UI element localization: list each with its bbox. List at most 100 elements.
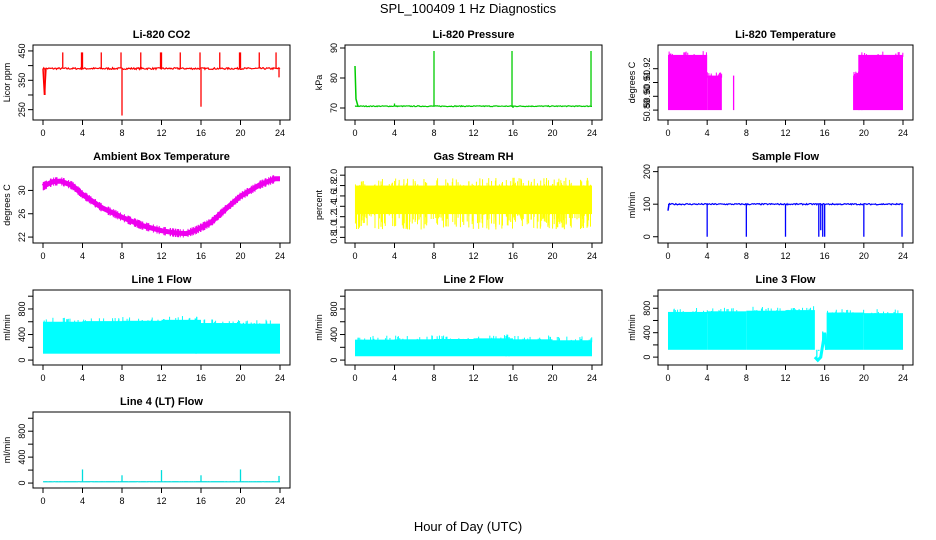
figure-xlabel: Hour of Day (UTC) <box>414 519 522 534</box>
y-tick-label: 400 <box>329 327 339 342</box>
panel-pressure: Li-820 Pressure kPa 0 4 8 12 16 20 24 70 80 90 <box>314 29 603 138</box>
series-ambient_box <box>41 175 280 238</box>
y-tick-label: 50.92 <box>642 57 652 80</box>
y-tick-label: 400 <box>17 327 27 342</box>
data-initial <box>667 204 670 211</box>
y-axis-title: percent <box>314 189 324 220</box>
x-tick-label: 24 <box>275 128 285 138</box>
y-tick-label: 1.0 <box>329 221 339 234</box>
x-tick-label: 0 <box>352 251 357 261</box>
series-co2 <box>42 52 281 116</box>
y-tick-label: 400 <box>17 450 27 465</box>
y-tick-label: 0 <box>329 358 339 363</box>
x-tick-label: 8 <box>744 128 749 138</box>
y-tick-label: 450 <box>17 43 27 58</box>
series-line1_flow <box>43 316 280 354</box>
x-tick-label: 20 <box>859 128 869 138</box>
x-tick-label: 12 <box>156 251 166 261</box>
series-sample_flow <box>667 202 904 237</box>
data-line <box>354 104 593 108</box>
x-tick-label: 12 <box>780 251 790 261</box>
series-gas_rh <box>354 177 592 230</box>
data-initial <box>354 65 359 107</box>
series-line2_flow <box>355 334 593 357</box>
panel-title: Line 2 Flow <box>444 274 504 286</box>
y-tick-label: 0 <box>17 481 27 486</box>
x-tick-label: 24 <box>898 373 908 383</box>
x-tick-label: 0 <box>40 251 45 261</box>
panel-title: Gas Stream RH <box>433 151 513 163</box>
panel-co2: Li-820 CO2 Licor ppm 0 4 8 12 16 20 24 250 350 450 <box>2 29 291 138</box>
x-tick-label: 0 <box>665 251 670 261</box>
x-tick-label: 4 <box>392 251 397 261</box>
y-tick-label: 0 <box>642 355 652 360</box>
x-tick-label: 12 <box>156 496 166 506</box>
data-band <box>201 323 241 354</box>
x-tick-label: 8 <box>744 373 749 383</box>
y-tick-label: 30 <box>17 185 27 195</box>
y-tick-label: 250 <box>17 102 27 117</box>
y-tick-label: 1.2 <box>329 210 339 223</box>
panel-sample_flow: Sample Flow ml/min 0 4 8 12 16 20 24 0 100 200 <box>627 151 914 261</box>
x-tick-label: 20 <box>547 373 557 383</box>
x-tick-label: 16 <box>820 128 830 138</box>
y-tick-label: 22 <box>17 232 27 242</box>
data-band <box>863 313 903 350</box>
data-band <box>668 311 708 350</box>
x-tick-label: 4 <box>705 251 710 261</box>
panel-title: Line 3 Flow <box>756 274 816 286</box>
plot-box <box>344 44 603 121</box>
y-tick-label: 350 <box>17 73 27 88</box>
x-tick-label: 16 <box>820 373 830 383</box>
x-tick-label: 20 <box>547 128 557 138</box>
data-band <box>668 54 708 111</box>
data-band <box>434 339 474 357</box>
data-band <box>707 75 722 111</box>
y-tick-label: 50.90 <box>642 85 652 108</box>
x-tick-label: 24 <box>898 251 908 261</box>
x-tick-label: 0 <box>40 496 45 506</box>
y-tick-label: 0 <box>17 358 27 363</box>
data-line <box>42 66 281 71</box>
y-axis-title: ml/min <box>2 314 12 341</box>
panel-title: Line 4 (LT) Flow <box>120 396 203 408</box>
y-tick-label: 100 <box>642 197 652 212</box>
x-tick-label: 0 <box>352 373 357 383</box>
y-tick-label: 800 <box>17 424 27 439</box>
data-band <box>746 310 786 350</box>
x-tick-label: 12 <box>468 373 478 383</box>
data-band <box>473 338 513 357</box>
panel-ambient_box: Ambient Box Temperature degrees C 0 4 8 12 16 2… <box>2 151 291 261</box>
y-tick-label: 26 <box>17 209 27 219</box>
x-tick-label: 16 <box>196 128 206 138</box>
x-tick-label: 4 <box>80 496 85 506</box>
data-band <box>122 320 162 354</box>
figure-title: SPL_100409 1 Hz Diagnostics <box>380 1 557 16</box>
x-tick-label: 8 <box>119 496 124 506</box>
x-tick-label: 12 <box>468 251 478 261</box>
x-tick-label: 4 <box>80 128 85 138</box>
y-axis-title: degrees C <box>627 61 637 103</box>
data-band <box>394 339 434 357</box>
y-tick-label: 90 <box>329 43 339 53</box>
y-tick-label: 800 <box>17 301 27 316</box>
x-tick-label: 20 <box>859 251 869 261</box>
x-tick-label: 20 <box>547 251 557 261</box>
data-band <box>785 310 815 350</box>
y-tick-label: 2.0 <box>329 169 339 182</box>
x-tick-label: 4 <box>705 373 710 383</box>
x-tick-label: 16 <box>196 251 206 261</box>
x-tick-label: 8 <box>119 128 124 138</box>
panel-title: Sample Flow <box>752 151 820 163</box>
x-tick-label: 4 <box>80 373 85 383</box>
y-axis-title: kPa <box>314 75 324 91</box>
x-tick-label: 24 <box>275 373 285 383</box>
x-tick-label: 8 <box>431 128 436 138</box>
series-licor_temp <box>668 51 904 111</box>
panel-gas_rh: Gas Stream RH percent 0 4 8 12 16 20 24 0.81.01.2… <box>314 151 603 261</box>
x-tick-label: 8 <box>119 251 124 261</box>
panel-line2_flow: Line 2 Flow ml/min 0 4 8 12 16 20 24 0 400 800 <box>314 274 603 383</box>
series-line4_flow <box>42 469 281 483</box>
y-tick-label: 50.89 <box>642 99 652 122</box>
